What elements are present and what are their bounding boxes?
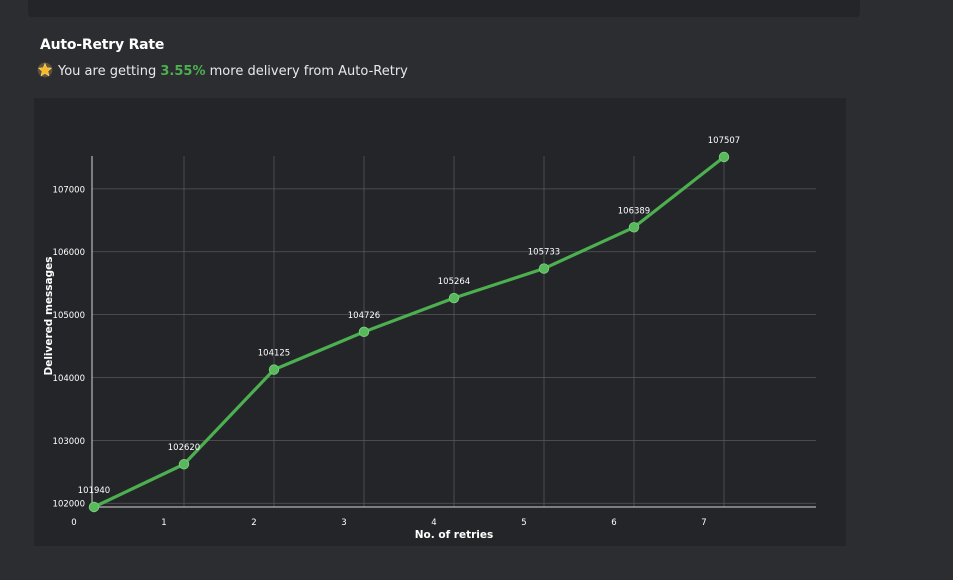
- y-axis-title: Delivered messages: [43, 256, 55, 375]
- subtitle-suffix: more delivery from Auto-Retry: [209, 64, 408, 79]
- data-label: 106389: [618, 206, 650, 216]
- data-point[interactable]: [628, 222, 640, 233]
- series-line-path: [92, 155, 726, 509]
- data-points: [88, 151, 730, 513]
- axes: [91, 156, 816, 508]
- x-tick-label: 1: [161, 518, 166, 528]
- line-chart: 102000 103000 104000 105000 106000 107000 0 1 2 3…: [43, 136, 816, 541]
- x-tick-label: 3: [341, 518, 346, 528]
- x-axis-title: No. of retries: [415, 529, 494, 541]
- data-label: 101940: [78, 486, 110, 496]
- data-label: 104726: [348, 311, 380, 321]
- series-line: [92, 155, 726, 509]
- data-label: 105264: [438, 277, 470, 287]
- delivery-summary: You are getting 3.55% more delivery from…: [37, 62, 408, 79]
- x-tick-label: 4: [431, 518, 436, 528]
- data-label: 107507: [708, 136, 740, 146]
- y-tick-label: 104000: [53, 374, 85, 384]
- subtitle-prefix: You are getting: [58, 64, 157, 79]
- delivery-percentage: 3.55%: [160, 64, 206, 79]
- data-label: 104125: [258, 349, 290, 359]
- y-tick-label: 105000: [53, 311, 85, 321]
- data-point[interactable]: [88, 501, 100, 513]
- data-point[interactable]: [358, 326, 370, 338]
- y-tick-label: 102000: [53, 500, 85, 510]
- data-point[interactable]: [448, 292, 460, 304]
- data-label: 105733: [528, 248, 560, 258]
- top-panel: [28, 0, 860, 17]
- data-point[interactable]: [268, 364, 280, 375]
- x-tick-label: 6: [611, 518, 616, 528]
- data-point[interactable]: [718, 151, 730, 163]
- x-tick-label: 0: [71, 518, 76, 528]
- star-icon: [37, 62, 53, 78]
- chart-title: Auto-Retry Rate: [40, 37, 165, 53]
- x-tick-label: 2: [251, 518, 256, 528]
- data-point[interactable]: [538, 263, 550, 274]
- x-tick-label: 5: [521, 518, 526, 528]
- tick-labels: 102000 103000 104000 105000 106000 107000 0 1 2 3…: [53, 185, 707, 528]
- chart-panel: 102000 103000 104000 105000 106000 107000 0 1 2 3…: [34, 98, 846, 546]
- y-tick-label: 107000: [53, 185, 85, 195]
- data-label: 102620: [168, 443, 200, 453]
- x-tick-label: 7: [701, 518, 706, 528]
- y-tick-label: 106000: [53, 248, 85, 258]
- data-point[interactable]: [178, 459, 190, 470]
- grid: [92, 156, 816, 507]
- y-tick-label: 103000: [53, 437, 85, 447]
- data-labels: 101940 102620 104125 104726 105264 105733 1063…: [78, 136, 740, 496]
